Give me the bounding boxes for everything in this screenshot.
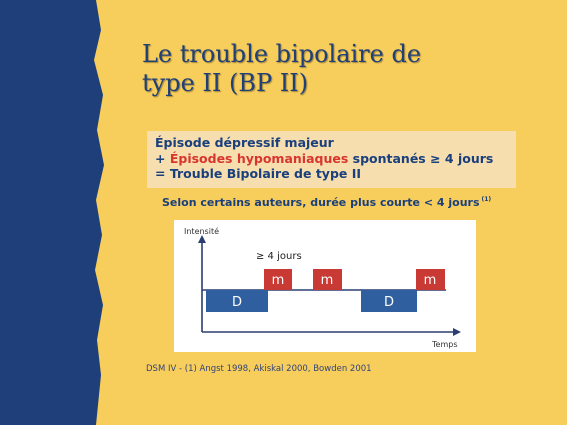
hypomania-label-3: m [424, 273, 437, 288]
title-line-1: Le trouble bipolaire de [142, 40, 422, 68]
hypomania-bar-3 [416, 269, 445, 290]
hypomania-bar-1 [264, 269, 292, 290]
title-line-2: type II (BP II) [142, 69, 309, 97]
hypomania-label-1: m [272, 273, 285, 288]
definition-box: Épisode dépressif majeur + Épisodes hypo… [147, 131, 516, 188]
duration-label: ≥ 4 jours [256, 251, 302, 262]
y-axis-label: Intensité [184, 226, 219, 236]
left-decorative-stripe [0, 0, 104, 425]
depression-bar-1 [206, 290, 268, 312]
definition-line-2: + Épisodes hypomaniaques spontanés ≥ 4 j… [155, 151, 508, 167]
depression-bar-2 [361, 290, 417, 312]
y-axis-arrow [198, 235, 206, 243]
hypomania-bar-2 [313, 269, 342, 290]
definition-line-1: Épisode dépressif majeur [155, 135, 334, 150]
depression-label-2: D [384, 295, 394, 310]
note-text: Selon certains auteurs, durée plus court… [162, 196, 480, 209]
depression-label-1: D [232, 295, 242, 310]
mood-episode-diagram: Intensité D m m D m ≥ 4 jours Temps [174, 220, 476, 352]
definition-line-3: = Trouble Bipolaire de type II [155, 166, 362, 181]
hypomanic-episodes-highlight: Épisodes hypomaniaques [169, 150, 349, 166]
hypomania-label-2: m [321, 273, 334, 288]
authors-note: Selon certains auteurs, durée plus court… [162, 196, 491, 209]
footnote-marker: (1) [481, 196, 492, 203]
references: DSM IV - (1) Angst 1998, Akiskal 2000, B… [146, 364, 372, 374]
slide-title: Le trouble bipolaire de type II (BP II) [142, 40, 542, 98]
plus-sign: + [155, 150, 170, 166]
x-axis-label: Temps [431, 340, 458, 349]
x-axis-arrow [453, 328, 461, 336]
duration-criterion: spontanés ≥ 4 jours [348, 150, 494, 166]
